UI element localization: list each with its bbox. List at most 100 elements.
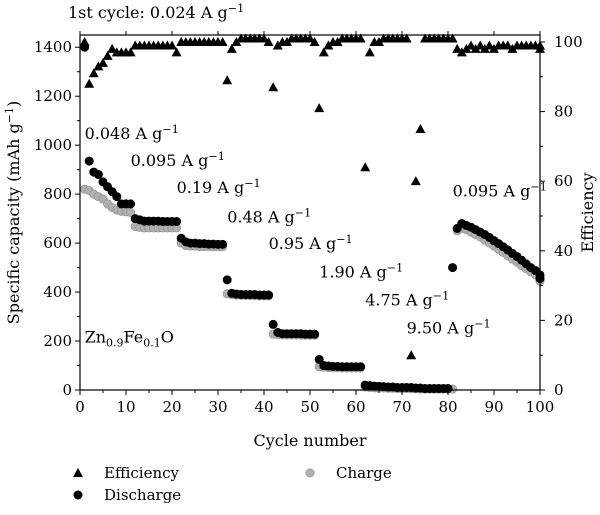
efficiency-point <box>167 40 177 50</box>
rate-annotation: 0.048 A g−1 <box>85 123 179 143</box>
x-tick-label: 90 <box>484 398 503 416</box>
x-axis-label: Cycle number <box>253 431 366 450</box>
efficiency-point <box>263 36 274 46</box>
rate-annotation: 4.75 A g−1 <box>365 290 449 310</box>
efficiency-point <box>507 43 518 53</box>
rate-annotation: 0.19 A g−1 <box>177 177 261 197</box>
efficiency-point <box>355 33 366 43</box>
efficiency-point <box>401 33 412 43</box>
x-tick-label: 60 <box>346 398 365 416</box>
discharge-point <box>314 354 324 364</box>
efficiency-point <box>323 40 334 50</box>
y-right-tick-label: 80 <box>554 103 573 121</box>
efficiency-point <box>217 36 228 46</box>
x-tick-label: 80 <box>438 398 457 416</box>
rate-annotation: 0.95 A g−1 <box>269 233 353 253</box>
efficiency-point <box>226 43 237 53</box>
y-left-tick-label: 1200 <box>34 87 72 105</box>
legend-item-charge: Charge <box>305 464 392 482</box>
efficiency-point <box>479 43 490 53</box>
efficiency-point <box>318 47 329 57</box>
discharge-point <box>172 217 182 227</box>
efficiency-point <box>309 36 320 46</box>
efficiency-point <box>447 33 458 43</box>
x-tick-label: 50 <box>300 398 319 416</box>
efficiency-point <box>452 43 463 53</box>
y-right-axis-label: Efficiency <box>578 172 597 252</box>
efficiency-point <box>268 82 279 92</box>
efficiency-point <box>259 33 269 43</box>
y-right-tick-label: 100 <box>554 33 583 51</box>
y-right-tick-label: 0 <box>554 381 564 399</box>
efficiency-point <box>125 47 136 57</box>
efficiency-point <box>489 43 499 53</box>
x-tick-label: 0 <box>75 398 85 416</box>
y-right-tick-label: 60 <box>554 172 573 190</box>
efficiency-point <box>374 36 384 46</box>
efficiency-point <box>93 61 104 71</box>
efficiency-point <box>272 40 283 50</box>
material-label: Zn0.9Fe0.1O <box>85 327 174 349</box>
efficiency-point <box>305 33 315 43</box>
series-discharge <box>80 42 545 394</box>
legend-item-discharge: Discharge <box>73 486 181 504</box>
annotations: 1st cycle: 0.024 A g−1 0.048 A g−1 0.095 A… <box>68 2 547 349</box>
discharge-point <box>222 275 232 285</box>
efficiency-point <box>314 103 325 113</box>
y-left-tick-label: 600 <box>43 234 72 252</box>
legend-marker <box>73 468 83 477</box>
y-left-tick-label: 0 <box>62 381 72 399</box>
efficiency-point <box>406 350 417 360</box>
discharge-point <box>93 170 103 180</box>
discharge-point <box>218 239 228 249</box>
efficiency-point <box>222 75 233 85</box>
efficiency-point <box>107 43 118 53</box>
plot-area <box>79 33 545 394</box>
y-left-tick-label: 200 <box>43 332 72 350</box>
efficiency-point <box>466 40 476 50</box>
discharge-point <box>112 192 122 202</box>
efficiency-point <box>79 36 90 46</box>
legend-item-efficiency: Efficiency <box>73 464 180 482</box>
discharge-point <box>310 329 320 339</box>
efficiency-point <box>484 40 495 50</box>
efficiency-point <box>231 36 242 46</box>
discharge-point <box>126 199 136 209</box>
rate-annotation: 1.90 A g−1 <box>319 261 403 281</box>
legend-marker <box>73 490 83 500</box>
y-left-tick-label: 1000 <box>34 136 72 154</box>
efficiency-point <box>456 47 467 57</box>
x-tick-label: 20 <box>162 398 181 416</box>
discharge-point <box>448 263 458 273</box>
y-right-tick-label: 40 <box>554 242 573 260</box>
efficiency-point <box>502 40 513 50</box>
efficiency-point <box>84 78 95 88</box>
series-charge <box>80 184 545 394</box>
legend: Efficiency Discharge Charge <box>73 464 392 504</box>
discharge-point <box>268 319 278 329</box>
legend-label: Discharge <box>104 486 181 504</box>
y-left-tick-label: 800 <box>43 185 72 203</box>
x-tick-label: 30 <box>208 398 227 416</box>
x-tick-label: 100 <box>526 398 555 416</box>
rate-annotation: 0.095 A g−1 <box>131 150 225 170</box>
rate-annotation: 1st cycle: 0.024 A g−1 <box>68 2 244 22</box>
discharge-point <box>356 362 366 372</box>
y-left-tick-label: 400 <box>43 283 72 301</box>
efficiency-point <box>102 50 113 60</box>
efficiency-point <box>282 36 292 46</box>
discharge-point <box>84 156 94 166</box>
efficiency-point <box>171 47 182 57</box>
x-tick-label: 10 <box>116 398 135 416</box>
legend-label: Efficiency <box>104 464 180 482</box>
efficiency-point <box>332 36 343 46</box>
efficiency-point <box>415 123 426 133</box>
rate-annotation: 0.48 A g−1 <box>227 206 311 226</box>
efficiency-point <box>461 43 472 53</box>
legend-label: Charge <box>336 464 392 482</box>
efficiency-point <box>88 68 99 78</box>
x-tick-label: 40 <box>254 398 273 416</box>
y-left-tick-label: 1400 <box>34 38 72 56</box>
efficiency-point <box>470 43 481 53</box>
